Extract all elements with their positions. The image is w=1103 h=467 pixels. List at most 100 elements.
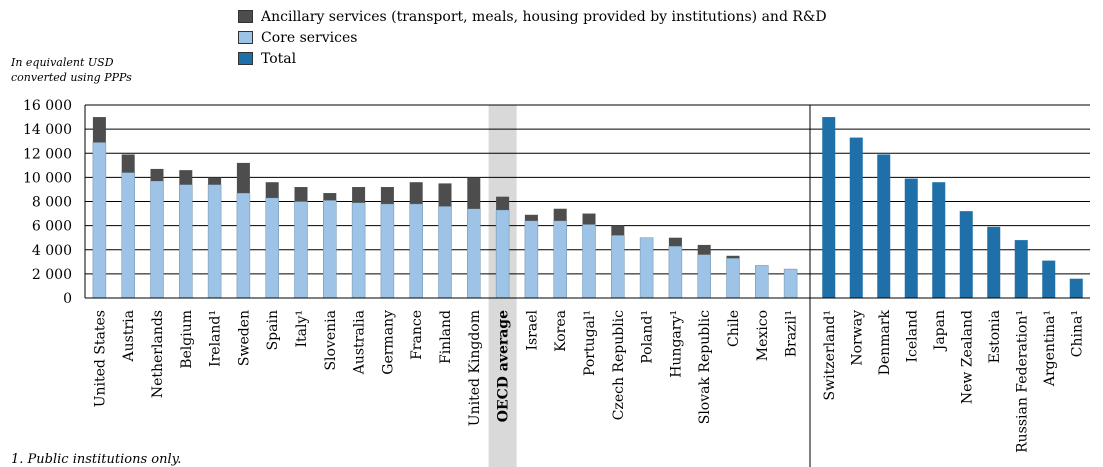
bar-ancillary-services — [265, 182, 279, 198]
x-tick-label: Austria — [121, 310, 137, 362]
bar-ancillary-services — [208, 177, 222, 185]
y-tick-label: 8 000 — [32, 195, 72, 211]
footnote: 1. Public institutions only. — [11, 452, 182, 467]
bar-total — [1014, 240, 1028, 298]
bar-core-services — [121, 172, 135, 299]
bar-ancillary-services — [323, 193, 337, 201]
bar-core-services — [697, 254, 711, 299]
x-tick-label: Portugal¹ — [582, 310, 598, 376]
bar-total — [987, 226, 1001, 298]
legend-label-total: Total — [261, 50, 297, 67]
x-tick-label: Iceland — [904, 310, 920, 362]
bar-total — [932, 182, 946, 298]
bar-core-services — [409, 203, 423, 299]
bar-core-services — [495, 209, 510, 299]
bar-ancillary-services — [496, 196, 510, 210]
legend-swatch-total — [238, 52, 253, 65]
x-tick-label: Spain — [265, 310, 281, 350]
bar-core-services — [668, 245, 683, 299]
bar-total — [849, 137, 863, 298]
x-tick-label: OECD average — [496, 310, 512, 422]
bar-core-services — [755, 265, 769, 299]
x-tick-label: Slovenia — [323, 310, 339, 371]
bar-total — [1042, 260, 1056, 298]
chart-legend: Ancillary services (transport, meals, ho… — [238, 6, 827, 69]
bar-total — [959, 211, 973, 298]
x-tick-label: Chile — [726, 310, 742, 347]
bar-core-services — [524, 220, 539, 299]
x-tick-label: Slovak Republic — [697, 310, 713, 424]
y-axis-unit-label: In equivalent USD converted using PPPs — [11, 55, 132, 85]
legend-label-ancillary: Ancillary services (transport, meals, ho… — [261, 8, 827, 25]
legend-swatch-core — [238, 31, 253, 44]
bar-core-services — [179, 184, 193, 299]
bar-ancillary-services — [726, 255, 740, 259]
x-tick-label: Argentina¹ — [1042, 310, 1058, 387]
x-tick-label: China¹ — [1069, 310, 1085, 357]
bar-ancillary-services — [92, 117, 106, 143]
y-tick-label: 16 000 — [23, 98, 72, 114]
bar-ancillary-services — [121, 154, 135, 173]
y-tick-label: 14 000 — [23, 122, 72, 138]
bar-ancillary-services — [352, 187, 366, 203]
bar-core-services — [639, 237, 654, 299]
bar-core-services — [236, 192, 251, 299]
bar-core-services — [323, 200, 337, 299]
bar-ancillary-services — [668, 237, 682, 247]
x-tick-label: Belgium — [179, 310, 195, 369]
legend-swatch-ancillary — [238, 10, 253, 23]
bar-total — [877, 154, 891, 298]
bar-ancillary-services — [467, 177, 481, 209]
bar-core-services — [611, 235, 625, 299]
x-tick-label: Norway — [849, 310, 865, 366]
bar-core-services — [783, 268, 798, 299]
bar-ancillary-services — [611, 225, 625, 236]
y-tick-label: 12 000 — [23, 146, 72, 162]
x-tick-label: Mexico — [755, 310, 771, 361]
bar-ancillary-services — [150, 168, 164, 181]
y-tick-label: 2 000 — [32, 267, 72, 283]
bar-ancillary-services — [697, 244, 711, 255]
x-tick-label: Australia — [352, 310, 368, 375]
bar-ancillary-services — [236, 162, 250, 194]
x-tick-label: Russian Federation¹ — [1014, 310, 1030, 453]
bar-core-services — [92, 142, 107, 299]
x-tick-label: Ireland¹ — [208, 310, 224, 367]
x-tick-label: Korea — [553, 310, 569, 352]
y-tick-label: 0 — [63, 291, 72, 307]
x-tick-label: Sweden — [236, 310, 252, 366]
x-tick-label: United Kingdom — [467, 310, 483, 426]
bar-core-services — [150, 180, 164, 299]
x-tick-label: Estonia — [987, 310, 1003, 363]
x-tick-label: New Zealand — [959, 310, 975, 404]
bar-core-services — [380, 203, 395, 299]
x-tick-label: Denmark — [877, 309, 893, 375]
bar-ancillary-services — [294, 187, 308, 202]
x-tick-label: Israel — [524, 309, 540, 350]
legend-label-core: Core services — [261, 29, 358, 46]
bar-core-services — [582, 224, 596, 299]
x-tick-label: Poland¹ — [640, 310, 656, 364]
x-tick-label: Switzerland¹ — [822, 310, 838, 400]
bar-total — [904, 178, 918, 298]
bar-core-services — [467, 208, 481, 299]
x-tick-label: Germany — [380, 310, 396, 375]
bar-core-services — [438, 206, 452, 299]
y-tick-label: 10 000 — [23, 170, 72, 186]
x-tick-label: Finland — [438, 310, 454, 364]
x-tick-label: France — [409, 310, 425, 360]
bar-ancillary-services — [380, 187, 394, 204]
bar-total — [1069, 278, 1083, 298]
bar-ancillary-services — [553, 208, 567, 221]
bar-core-services — [265, 197, 279, 299]
bar-ancillary-services — [438, 183, 452, 207]
bar-ancillary-services — [524, 214, 538, 221]
bar-core-services — [351, 202, 366, 299]
bar-core-services — [207, 184, 222, 299]
y-tick-label: 6 000 — [32, 219, 72, 235]
x-tick-label: Czech Republic — [611, 310, 627, 420]
bar-ancillary-services — [582, 213, 596, 225]
x-tick-label: Hungary¹ — [668, 310, 684, 378]
x-tick-label: Brazil¹ — [784, 310, 800, 357]
